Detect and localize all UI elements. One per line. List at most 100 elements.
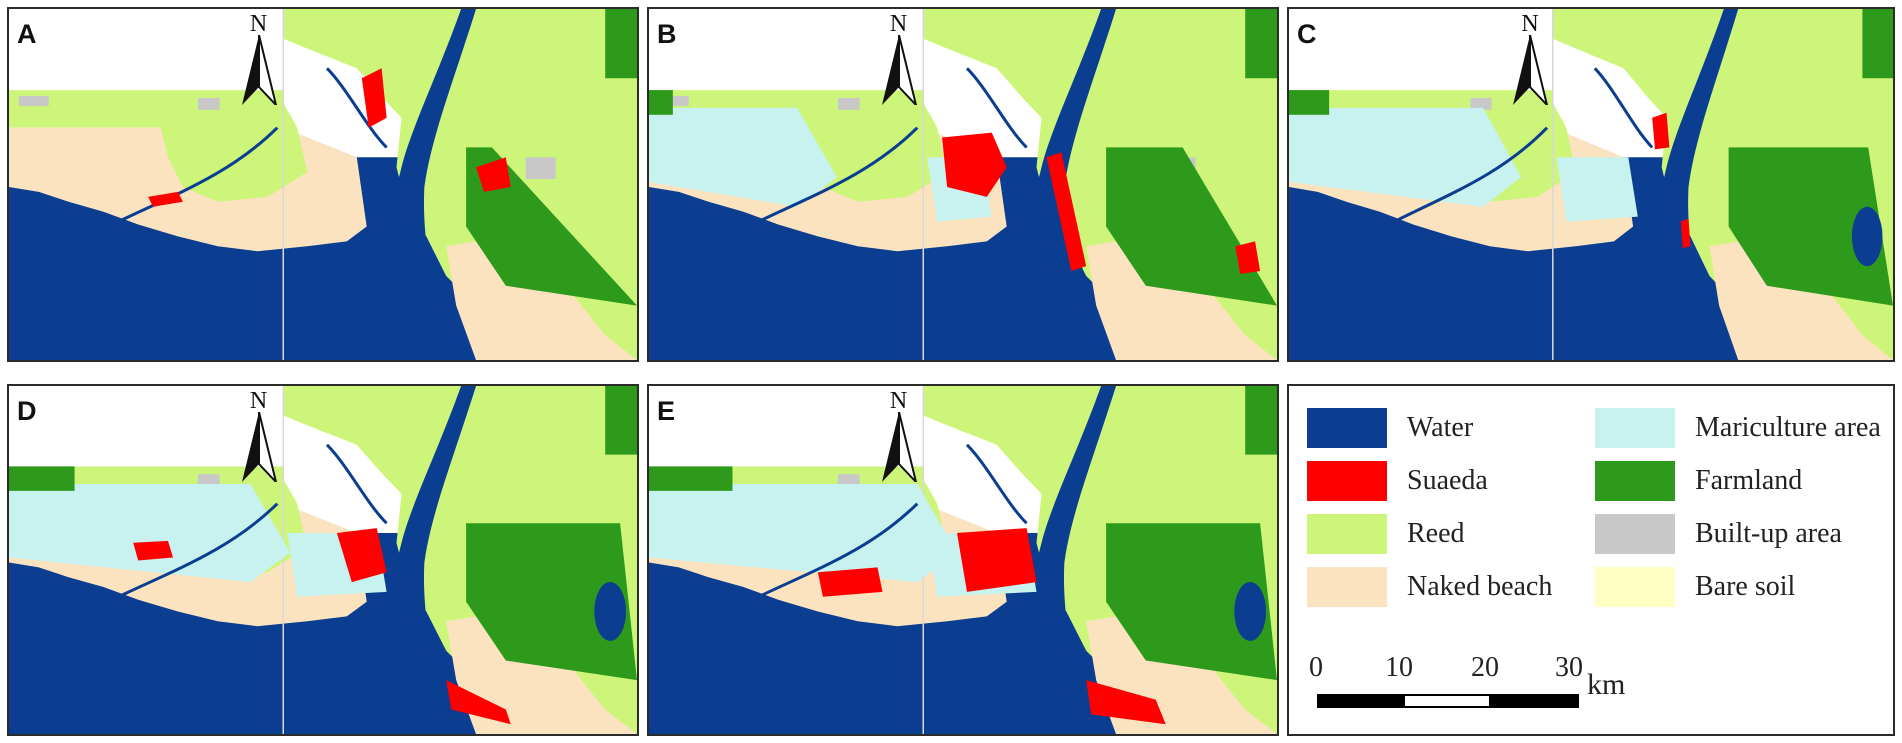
stream-east <box>325 67 388 149</box>
north-label: N <box>249 11 268 37</box>
mariculture-west <box>649 107 837 207</box>
legend-label-mariculture-area: Mariculture area <box>1695 412 1881 443</box>
north-arrow-icon: N <box>874 11 924 105</box>
stream-west <box>107 502 279 604</box>
north-arrow-icon: N <box>874 388 924 482</box>
mariculture-west <box>9 484 291 583</box>
blank-area <box>1289 9 1553 91</box>
north-label: N <box>249 388 268 414</box>
blank-area <box>9 386 284 467</box>
scale-tick-20: 20 <box>1471 652 1499 683</box>
legend-swatch-suaeda <box>1307 461 1387 501</box>
suaeda-patch-1 <box>1652 112 1670 150</box>
legend-swatch-water <box>1307 408 1387 448</box>
scale-segment-3 <box>1489 694 1579 708</box>
farmland-east-block <box>1106 147 1277 306</box>
stream-east <box>965 67 1028 149</box>
legend-label-built-up-area: Built-up area <box>1695 518 1842 549</box>
river-estuary <box>1026 9 1117 360</box>
north-arrow-dark <box>881 412 899 482</box>
north-label: N <box>1521 11 1539 37</box>
farmland-east-strip <box>1245 9 1277 79</box>
legend-item-mariculture-area: Mariculture area <box>1595 408 1881 448</box>
stream-east <box>965 443 1028 525</box>
suaeda-patch-3 <box>446 680 511 725</box>
legend-swatch-built-up-area <box>1595 514 1675 554</box>
farmland-east-block <box>1106 523 1277 681</box>
suaeda-patch-1 <box>817 567 883 597</box>
suaeda-patch-3 <box>1086 680 1166 725</box>
legend-swatch-farmland <box>1595 461 1675 501</box>
farmland-west <box>649 466 733 491</box>
farmland-west <box>9 466 75 491</box>
blank-area <box>649 386 924 467</box>
panel-label-c: C <box>1297 19 1317 49</box>
suaeda-patch-1 <box>148 191 183 207</box>
suaeda-patch-2 <box>336 528 387 583</box>
north-arrow-light <box>257 35 277 105</box>
north-arrow-dark <box>1512 35 1530 105</box>
suaeda-patch-2 <box>957 528 1037 592</box>
farmland-east-strip <box>605 386 637 455</box>
river-estuary <box>386 9 477 360</box>
land-cover-map-a <box>9 9 637 360</box>
land-cover-map-d <box>9 386 637 734</box>
land-cover-map-c <box>1289 9 1893 360</box>
farmland-west <box>649 90 673 115</box>
legend-item-water: Water <box>1307 408 1473 448</box>
reservoir-pond <box>1234 582 1267 641</box>
legend-item-naked-beach: Naked beach <box>1307 567 1552 607</box>
legend-item-reed: Reed <box>1307 514 1465 554</box>
stream-west <box>747 502 919 604</box>
naked-beach-east <box>1709 241 1893 360</box>
farmland-east-strip <box>1245 386 1277 455</box>
built-up-patch-1 <box>658 96 689 106</box>
farmland-east-block <box>1728 147 1893 306</box>
legend-label-naked-beach: Naked beach <box>1407 571 1553 602</box>
suaeda-patch-3 <box>1235 241 1261 274</box>
scale-segment-1 <box>1317 694 1405 708</box>
legend-swatch-reed <box>1307 514 1387 554</box>
north-label: N <box>889 388 908 414</box>
panel-label-a: A <box>17 19 37 49</box>
legend-swatch-bare-soil <box>1595 567 1675 607</box>
built-up-patch-2 <box>197 97 220 110</box>
built-up-patch-2 <box>837 97 860 110</box>
naked-beach-east <box>1086 241 1277 360</box>
reservoir-pond <box>1851 206 1883 267</box>
north-arrow-icon: N <box>1505 11 1555 105</box>
north-arrow-light <box>1528 35 1549 105</box>
stream-west <box>107 126 279 228</box>
blank-area <box>9 9 284 91</box>
panel-label-b: B <box>657 19 677 49</box>
scale-unit: km <box>1587 668 1626 701</box>
legend-item-bare-soil: Bare soil <box>1595 567 1795 607</box>
legend-label-suaeda: Suaeda <box>1407 465 1488 496</box>
mariculture-west <box>1289 107 1522 207</box>
suaeda-patch-2 <box>1046 152 1087 271</box>
farmland-west <box>1289 90 1330 115</box>
river-estuary <box>386 386 477 734</box>
north-arrow-light <box>897 412 917 482</box>
river-estuary <box>1026 386 1117 734</box>
stream-west <box>1383 126 1549 228</box>
built-up-patch-3 <box>525 157 556 180</box>
panel-label-e: E <box>657 396 676 426</box>
stream-east <box>325 443 388 525</box>
land-cover-map-b <box>649 9 1277 360</box>
blank-area <box>649 9 924 91</box>
suaeda-patch-1 <box>942 132 1007 197</box>
naked-beach-east <box>446 241 637 360</box>
river-estuary <box>1651 9 1739 360</box>
suaeda-patch-2 <box>361 68 387 128</box>
legend-label-bare-soil: Bare soil <box>1695 571 1796 602</box>
stream-east <box>1593 67 1654 149</box>
scale-tick-10: 10 <box>1385 652 1413 683</box>
north-arrow-icon: N <box>234 388 284 482</box>
legend-swatch-mariculture-area <box>1595 408 1675 448</box>
built-up-patch-1 <box>18 96 49 106</box>
north-arrow-light <box>897 35 917 105</box>
north-arrow-dark <box>241 35 259 105</box>
